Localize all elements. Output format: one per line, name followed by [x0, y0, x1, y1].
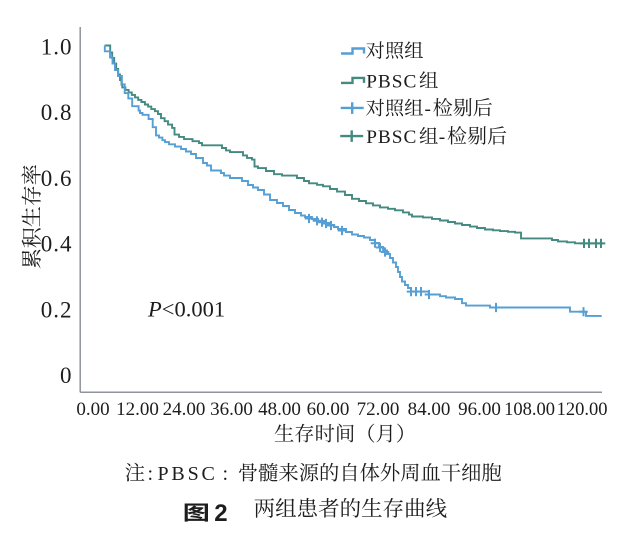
svg-text:36.00: 36.00 [210, 399, 253, 420]
svg-text:0.4: 0.4 [41, 232, 73, 257]
svg-text::: : [223, 463, 229, 485]
svg-text:48.00: 48.00 [258, 399, 301, 420]
svg-text:72.00: 72.00 [357, 399, 400, 420]
svg-text:108.00: 108.00 [504, 400, 555, 420]
svg-text:-: - [439, 127, 445, 148]
svg-text:-: - [425, 99, 431, 120]
svg-text:60.00: 60.00 [307, 399, 350, 420]
svg-text:2: 2 [214, 500, 227, 527]
svg-text:PBSC: PBSC [366, 127, 417, 148]
svg-text:0: 0 [60, 363, 73, 388]
svg-text:0.2: 0.2 [41, 297, 73, 322]
svg-text:0.8: 0.8 [41, 100, 73, 125]
svg-text:PBSC: PBSC [158, 463, 218, 485]
svg-text::: : [148, 463, 154, 485]
svg-text:PBSC: PBSC [366, 71, 417, 92]
svg-text:96.00: 96.00 [458, 399, 501, 420]
svg-text:0.00: 0.00 [76, 399, 109, 420]
svg-text:1.0: 1.0 [41, 35, 73, 60]
svg-text:24.00: 24.00 [163, 399, 206, 420]
svg-text:0.6: 0.6 [41, 166, 73, 191]
svg-text:12.00: 12.00 [116, 399, 159, 420]
svg-text:P<0.001: P<0.001 [147, 297, 225, 322]
svg-text:120.00: 120.00 [557, 400, 608, 420]
svg-text:84.00: 84.00 [408, 399, 451, 420]
